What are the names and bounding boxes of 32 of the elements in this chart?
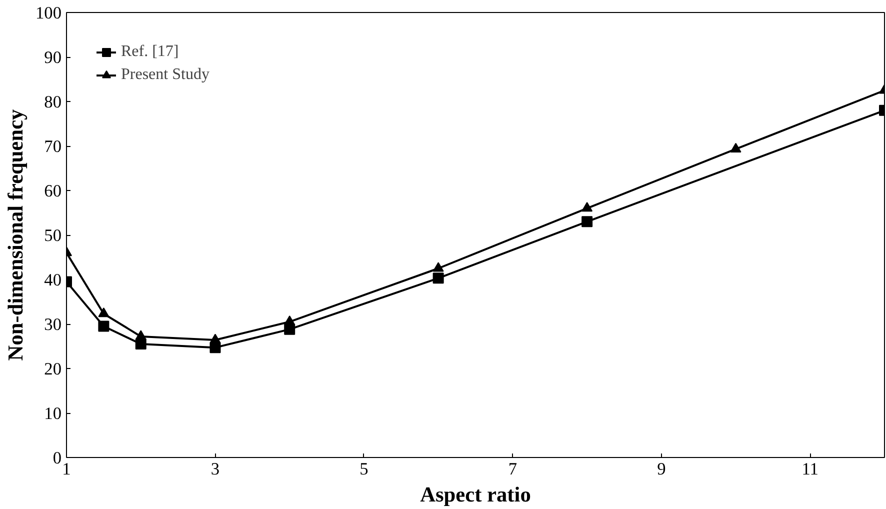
y-tick-label: 90	[44, 48, 62, 67]
point	[582, 202, 593, 212]
y-tick-label: 40	[44, 270, 62, 290]
y-tick-label: 30	[44, 315, 62, 334]
legend-label: Present Study	[121, 66, 210, 84]
point	[98, 320, 110, 332]
y-tick-label: 20	[44, 360, 62, 378]
point	[210, 334, 221, 344]
x-tick-label: 11	[802, 460, 818, 478]
y-tick-label: 60	[44, 182, 62, 200]
point	[284, 316, 296, 326]
y-tick-label: 100	[36, 4, 62, 22]
y-tick-label: 10	[44, 404, 62, 423]
y-tick-label: 70	[44, 137, 62, 156]
y-axis-title: Non-dimensional frequency	[4, 108, 28, 361]
y-tick-label: 80	[44, 92, 62, 112]
point	[582, 216, 593, 228]
legend-label: Ref. [17]	[121, 43, 179, 61]
point	[135, 330, 146, 340]
point	[284, 324, 296, 335]
x-tick-label: 1	[62, 460, 71, 478]
point	[432, 262, 444, 272]
x-tick-label: 5	[360, 460, 368, 478]
x-tick-label: 3	[210, 460, 220, 478]
x-tick-label: 7	[508, 460, 518, 478]
point	[432, 272, 444, 284]
y-tick-label: 0	[52, 448, 62, 468]
point	[98, 307, 110, 318]
y-tick-label: 50	[44, 226, 62, 245]
x-tick-label: 9	[657, 460, 666, 478]
point	[730, 142, 742, 152]
x-axis-title: Aspect ratio	[420, 482, 531, 506]
